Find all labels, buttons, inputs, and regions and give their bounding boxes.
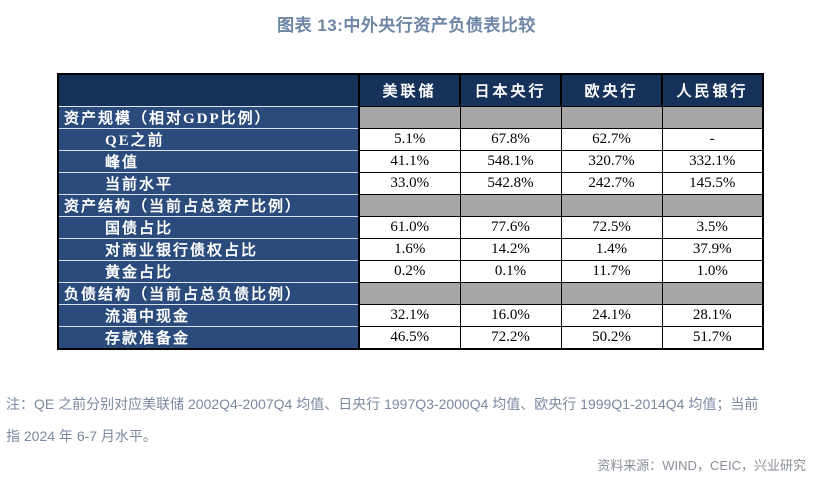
row-label: 当前水平 bbox=[58, 171, 360, 194]
cell-value: 33.0% bbox=[358, 171, 460, 194]
cell-value: 72.2% bbox=[459, 325, 561, 349]
cell-value bbox=[560, 193, 662, 216]
column-header: 美联储 bbox=[358, 74, 460, 107]
section-row: 资产规模（相对GDP比例） bbox=[58, 105, 763, 128]
cell-value: 16.0% bbox=[459, 303, 561, 326]
cell-value: 332.1% bbox=[661, 149, 763, 172]
row-label: 峰值 bbox=[58, 149, 360, 172]
cell-value bbox=[560, 105, 662, 128]
figure-title: 图表 13:中外央行资产负债表比较 bbox=[277, 16, 536, 35]
footnote: 注：QE 之前分别对应美联储 2002Q4-2007Q4 均值、日央行 1997… bbox=[6, 388, 806, 452]
column-header: 人民银行 bbox=[661, 74, 763, 107]
cell-value: 145.5% bbox=[661, 171, 763, 194]
column-header: 日本央行 bbox=[459, 74, 561, 107]
cell-value bbox=[560, 281, 662, 304]
section-row: 资产结构（当前占总资产比例） bbox=[58, 193, 763, 216]
cell-value: 24.1% bbox=[560, 303, 662, 326]
cell-value: 1.0% bbox=[661, 259, 763, 282]
cell-value: 67.8% bbox=[459, 127, 561, 150]
cell-value: 51.7% bbox=[661, 325, 763, 349]
cell-value: 77.6% bbox=[459, 215, 561, 238]
table-row: 当前水平 33.0% 542.8% 242.7% 145.5% bbox=[58, 171, 763, 194]
cell-value: 46.5% bbox=[358, 325, 460, 349]
column-header: 欧央行 bbox=[560, 74, 662, 107]
cell-value: 1.6% bbox=[358, 237, 460, 260]
row-label: 流通中现金 bbox=[58, 303, 360, 326]
table-row: 峰值 41.1% 548.1% 320.7% 332.1% bbox=[58, 149, 763, 172]
row-label: 资产规模（相对GDP比例） bbox=[58, 105, 360, 128]
cell-value: 5.1% bbox=[358, 127, 460, 150]
table-row: 国债占比 61.0% 77.6% 72.5% 3.5% bbox=[58, 215, 763, 238]
cell-value bbox=[661, 193, 763, 216]
row-label: 对商业银行债权占比 bbox=[58, 237, 360, 260]
cell-value bbox=[358, 105, 460, 128]
footnote-line-1: 注：QE 之前分别对应美联储 2002Q4-2007Q4 均值、日央行 1997… bbox=[6, 396, 759, 412]
cell-value: 542.8% bbox=[459, 171, 561, 194]
row-label: QE之前 bbox=[58, 127, 360, 150]
cell-value bbox=[358, 281, 460, 304]
cell-value: 320.7% bbox=[560, 149, 662, 172]
cell-value: - bbox=[661, 127, 763, 150]
cell-value: 61.0% bbox=[358, 215, 460, 238]
cell-value: 242.7% bbox=[560, 171, 662, 194]
cell-value: 32.1% bbox=[358, 303, 460, 326]
cell-value: 41.1% bbox=[358, 149, 460, 172]
data-source: 资料来源：WIND，CEIC，兴业研究 bbox=[597, 458, 806, 473]
cell-value bbox=[661, 281, 763, 304]
row-label: 黄金占比 bbox=[58, 259, 360, 282]
table-row: 流通中现金 32.1% 16.0% 24.1% 28.1% bbox=[58, 303, 763, 326]
cell-value bbox=[459, 193, 561, 216]
cell-value: 0.2% bbox=[358, 259, 460, 282]
section-row: 负债结构（当前占总负债比例） bbox=[58, 281, 763, 304]
comparison-table-container: 美联储 日本央行 欧央行 人民银行 资产规模（相对GDP比例） QE之前 5.1% 67.8%… bbox=[57, 73, 764, 350]
cell-value: 50.2% bbox=[560, 325, 662, 349]
cell-value bbox=[358, 193, 460, 216]
table-row: QE之前 5.1% 67.8% 62.7% - bbox=[58, 127, 763, 150]
row-label: 存款准备金 bbox=[58, 325, 360, 349]
corner-cell bbox=[58, 74, 359, 107]
cell-value: 548.1% bbox=[459, 149, 561, 172]
table-header-row: 美联储 日本央行 欧央行 人民银行 bbox=[58, 74, 763, 107]
table-row: 对商业银行债权占比 1.6% 14.2% 1.4% 37.9% bbox=[58, 237, 763, 260]
cell-value: 1.4% bbox=[560, 237, 662, 260]
row-label: 资产结构（当前占总资产比例） bbox=[58, 193, 360, 216]
cell-value: 37.9% bbox=[661, 237, 763, 260]
cell-value: 11.7% bbox=[560, 259, 662, 282]
row-label: 国债占比 bbox=[58, 215, 360, 238]
cell-value bbox=[661, 105, 763, 128]
cell-value: 62.7% bbox=[560, 127, 662, 150]
cell-value: 28.1% bbox=[661, 303, 763, 326]
row-label: 负债结构（当前占总负债比例） bbox=[58, 281, 360, 304]
cell-value: 72.5% bbox=[560, 215, 662, 238]
footnote-line-2: 指 2024 年 6-7 月水平。 bbox=[6, 428, 157, 444]
table-row: 黄金占比 0.2% 0.1% 11.7% 1.0% bbox=[58, 259, 763, 282]
cell-value: 14.2% bbox=[459, 237, 561, 260]
central-bank-comparison-table: 美联储 日本央行 欧央行 人民银行 资产规模（相对GDP比例） QE之前 5.1% 67.8%… bbox=[57, 73, 764, 350]
table-row: 存款准备金 46.5% 72.2% 50.2% 51.7% bbox=[58, 325, 763, 349]
cell-value bbox=[459, 281, 561, 304]
cell-value: 0.1% bbox=[459, 259, 561, 282]
cell-value bbox=[459, 105, 561, 128]
cell-value: 3.5% bbox=[661, 215, 763, 238]
